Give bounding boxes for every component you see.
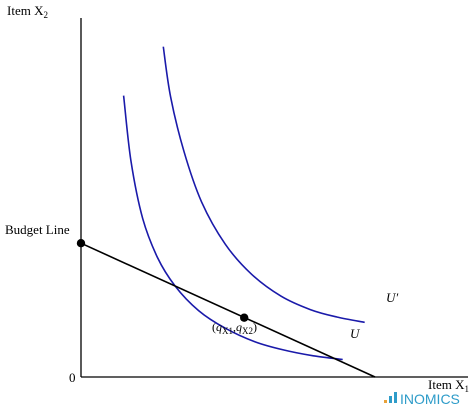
y-axis-label: Item X2 <box>7 3 48 20</box>
curve-u-prime-label: U′ <box>386 290 398 305</box>
points-layer <box>76 239 249 322</box>
origin-label: 0 <box>69 370 76 385</box>
x-axis-label: Item X1 <box>428 377 469 394</box>
inomics-logo: INOMICS <box>384 391 460 407</box>
brand-name: INOMICS <box>400 391 460 407</box>
series-line-budget-line <box>80 242 376 378</box>
tangency-point <box>240 313 249 322</box>
series-line-u <box>122 95 343 361</box>
curve-u-label: U <box>350 326 361 341</box>
bar-chart-icon <box>384 392 397 403</box>
budget-line-intercept-point <box>76 239 86 248</box>
tangency-point-label: (qX1,qX2) <box>212 320 257 336</box>
budget-line-label: Budget Line <box>5 222 70 237</box>
series-line-u-prime <box>162 46 365 324</box>
series-layer <box>80 46 376 378</box>
